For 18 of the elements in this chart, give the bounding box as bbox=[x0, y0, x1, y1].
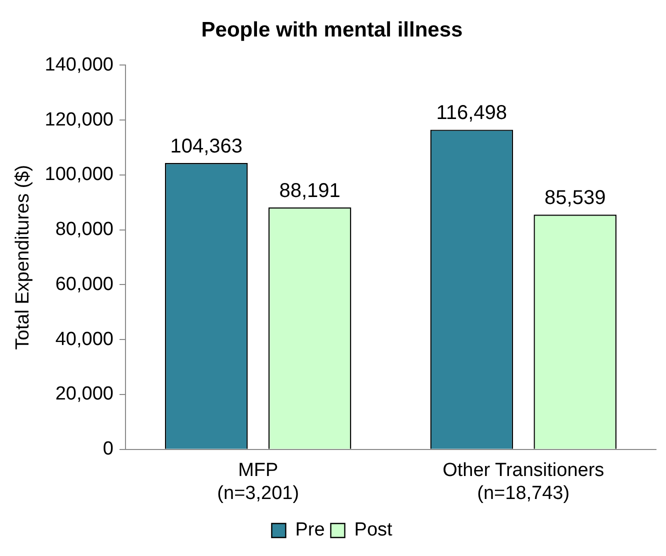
data-label: 85,539 bbox=[544, 187, 606, 210]
data-label: 116,498 bbox=[436, 102, 508, 124]
y-tick-label: 0 bbox=[102, 438, 114, 460]
y-tick-label: 100,000 bbox=[44, 164, 114, 186]
legend-label: Post bbox=[354, 520, 394, 541]
x-tick-label: Other Transitioners (n=18,743) bbox=[442, 460, 604, 504]
legend-label: Pre bbox=[295, 520, 325, 541]
y-tick-label: 140,000 bbox=[44, 54, 114, 76]
y-tick-label: 80,000 bbox=[55, 219, 114, 240]
y-axis-title: Total Expenditures ($) bbox=[12, 164, 34, 350]
y-tick-label: 60,000 bbox=[55, 274, 114, 295]
y-tick-label: 40,000 bbox=[55, 328, 114, 350]
chart-title: People with mental illness bbox=[201, 18, 463, 42]
data-label: 88,191 bbox=[279, 180, 340, 202]
y-tick-label: 20,000 bbox=[55, 384, 114, 405]
data-label: 104,363 bbox=[170, 136, 243, 158]
x-tick-label: MFP (n=3,201) bbox=[217, 460, 300, 504]
y-tick-label: 120,000 bbox=[44, 109, 114, 130]
